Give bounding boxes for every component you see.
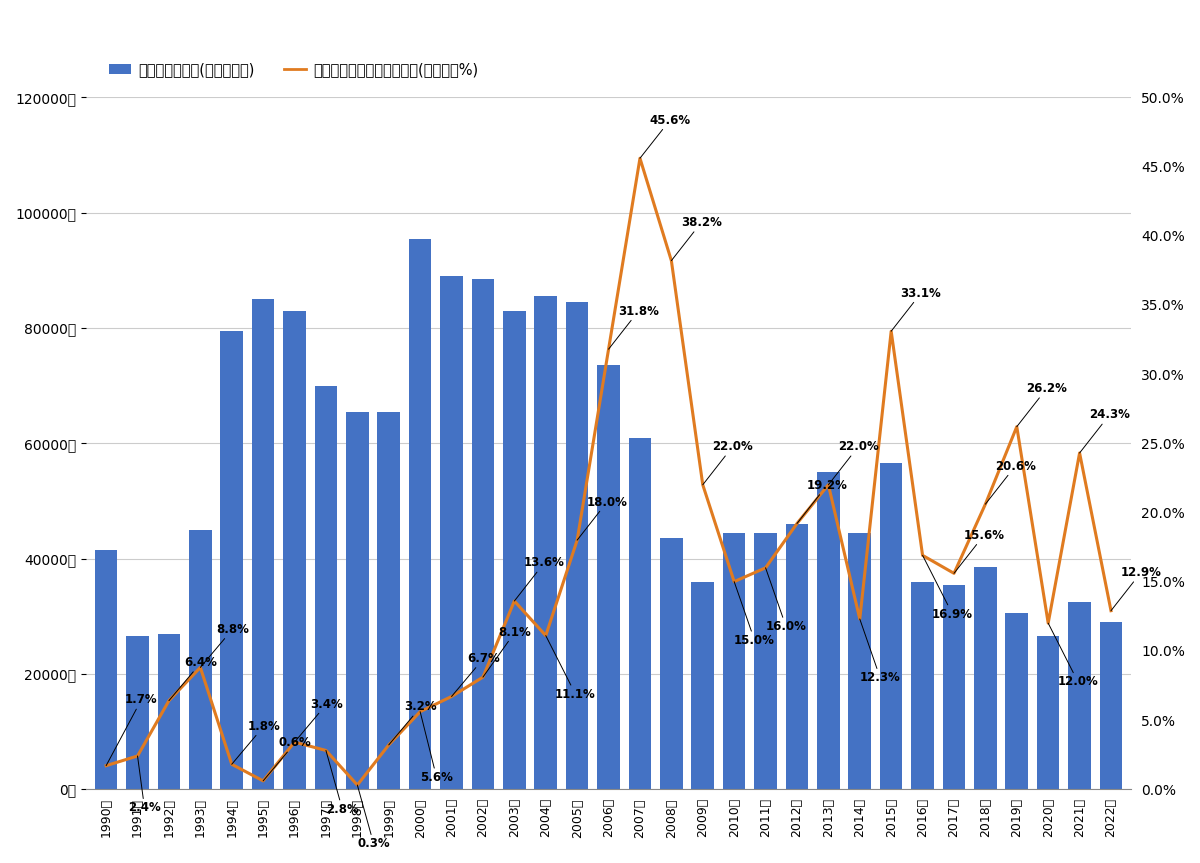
Text: 31.8%: 31.8%: [608, 305, 659, 350]
Text: 18.0%: 18.0%: [577, 495, 628, 540]
Bar: [440, 276, 463, 789]
Text: 38.2%: 38.2%: [671, 216, 721, 261]
Text: 15.0%: 15.0%: [734, 582, 775, 647]
Text: 8.8%: 8.8%: [200, 623, 248, 667]
Text: 6.4%: 6.4%: [169, 656, 217, 701]
Text: 16.0%: 16.0%: [766, 568, 806, 633]
Text: 45.6%: 45.6%: [640, 114, 690, 158]
Bar: [126, 636, 149, 789]
Bar: [1068, 602, 1091, 789]
Bar: [817, 472, 840, 789]
Bar: [974, 567, 997, 789]
Text: 2.8%: 2.8%: [326, 751, 359, 816]
Text: 8.1%: 8.1%: [482, 626, 532, 677]
Bar: [722, 532, 745, 789]
Bar: [190, 530, 211, 789]
Text: 2.4%: 2.4%: [128, 756, 161, 815]
Bar: [314, 386, 337, 789]
Text: 19.2%: 19.2%: [797, 479, 847, 524]
Bar: [943, 584, 965, 789]
Bar: [1006, 614, 1028, 789]
Bar: [566, 302, 588, 789]
Bar: [472, 279, 494, 789]
Text: 0.3%: 0.3%: [358, 785, 390, 850]
Text: 11.1%: 11.1%: [546, 636, 596, 701]
Text: 24.3%: 24.3%: [1080, 408, 1130, 453]
Text: 12.0%: 12.0%: [1048, 623, 1098, 689]
Bar: [880, 463, 902, 789]
Text: 16.9%: 16.9%: [923, 556, 973, 620]
Text: 6.7%: 6.7%: [451, 652, 500, 696]
Bar: [378, 412, 400, 789]
Bar: [503, 311, 526, 789]
Text: 12.3%: 12.3%: [859, 619, 900, 684]
Bar: [252, 299, 275, 789]
Text: 1.7%: 1.7%: [106, 693, 157, 765]
Text: 20.6%: 20.6%: [985, 460, 1036, 504]
Bar: [157, 633, 180, 789]
Bar: [848, 532, 871, 789]
Bar: [95, 550, 118, 789]
Text: 13.6%: 13.6%: [515, 557, 565, 601]
Bar: [1037, 636, 1060, 789]
Text: 12.9%: 12.9%: [1111, 566, 1162, 611]
Bar: [629, 438, 652, 789]
Text: 3.4%: 3.4%: [294, 697, 343, 742]
Bar: [409, 238, 432, 789]
Bar: [534, 296, 557, 789]
Text: 33.1%: 33.1%: [892, 287, 941, 331]
Bar: [911, 582, 934, 789]
Bar: [660, 539, 683, 789]
Bar: [1099, 622, 1122, 789]
Text: 3.2%: 3.2%: [389, 700, 437, 745]
Text: 5.6%: 5.6%: [420, 712, 454, 784]
Text: 22.0%: 22.0%: [703, 440, 752, 485]
Text: 22.0%: 22.0%: [828, 440, 878, 485]
Legend: マンション全体(左目盛＝戸), 超高層マンションのシェア(右目盛＝%): マンション全体(左目盛＝戸), 超高層マンションのシェア(右目盛＝%): [103, 56, 484, 83]
Bar: [755, 532, 776, 789]
Text: 15.6%: 15.6%: [954, 529, 1004, 573]
Text: 0.6%: 0.6%: [263, 736, 312, 781]
Bar: [598, 365, 620, 789]
Text: 26.2%: 26.2%: [1016, 382, 1067, 426]
Bar: [346, 412, 368, 789]
Bar: [283, 311, 306, 789]
Bar: [221, 331, 244, 789]
Text: 1.8%: 1.8%: [232, 720, 280, 765]
Bar: [786, 524, 809, 789]
Bar: [691, 582, 714, 789]
